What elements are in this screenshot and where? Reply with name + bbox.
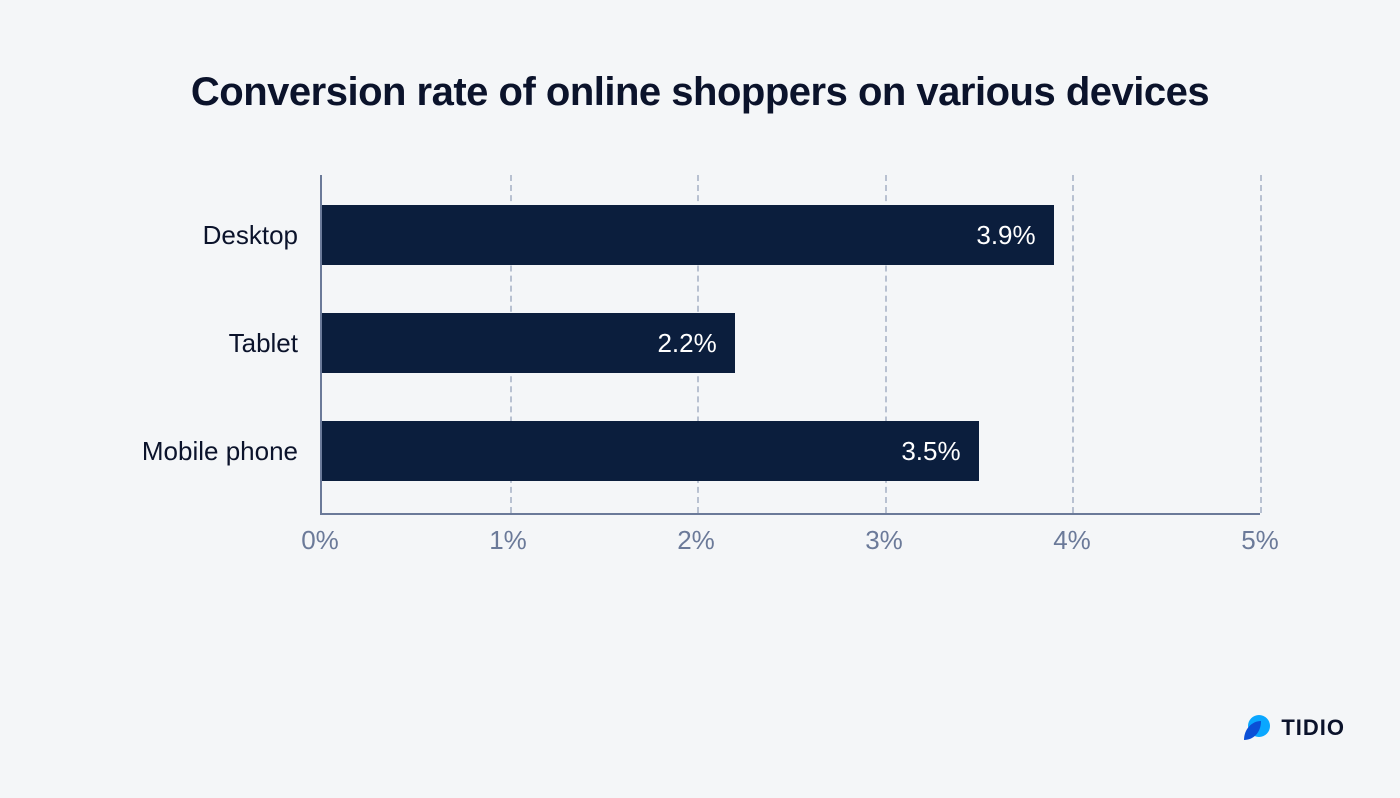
- x-tick-label: 1%: [489, 525, 527, 556]
- x-tick-label: 3%: [865, 525, 903, 556]
- bar-row: Tablet2.2%: [322, 313, 735, 373]
- category-label: Tablet: [229, 328, 322, 359]
- gridline: [1260, 175, 1262, 513]
- chart-title: Conversion rate of online shoppers on va…: [100, 70, 1300, 115]
- category-label: Desktop: [203, 220, 322, 251]
- x-axis-ticks: 0%1%2%3%4%5%: [320, 515, 1260, 565]
- bar-row: Desktop3.9%: [322, 205, 1054, 265]
- bar: 2.2%: [322, 313, 735, 373]
- x-tick-label: 2%: [677, 525, 715, 556]
- bar: 3.9%: [322, 205, 1054, 265]
- chart-plot-area: Desktop3.9%Tablet2.2%Mobile phone3.5% 0%…: [320, 175, 1260, 565]
- brand-name: TIDIO: [1281, 715, 1345, 741]
- category-label: Mobile phone: [142, 436, 322, 467]
- x-tick-label: 4%: [1053, 525, 1091, 556]
- chart-container: Conversion rate of online shoppers on va…: [0, 0, 1400, 565]
- plot-region: Desktop3.9% Tablet2.2% Mobile phone3.5%: [320, 175, 1260, 515]
- x-tick-label: 0%: [301, 525, 339, 556]
- bar-row: Mobile phone3.5%: [322, 421, 979, 481]
- x-tick-label: 5%: [1241, 525, 1279, 556]
- tidio-icon: [1241, 713, 1271, 743]
- brand-logo: TIDIO: [1241, 713, 1345, 743]
- bar: 3.5%: [322, 421, 979, 481]
- gridline: [1072, 175, 1074, 513]
